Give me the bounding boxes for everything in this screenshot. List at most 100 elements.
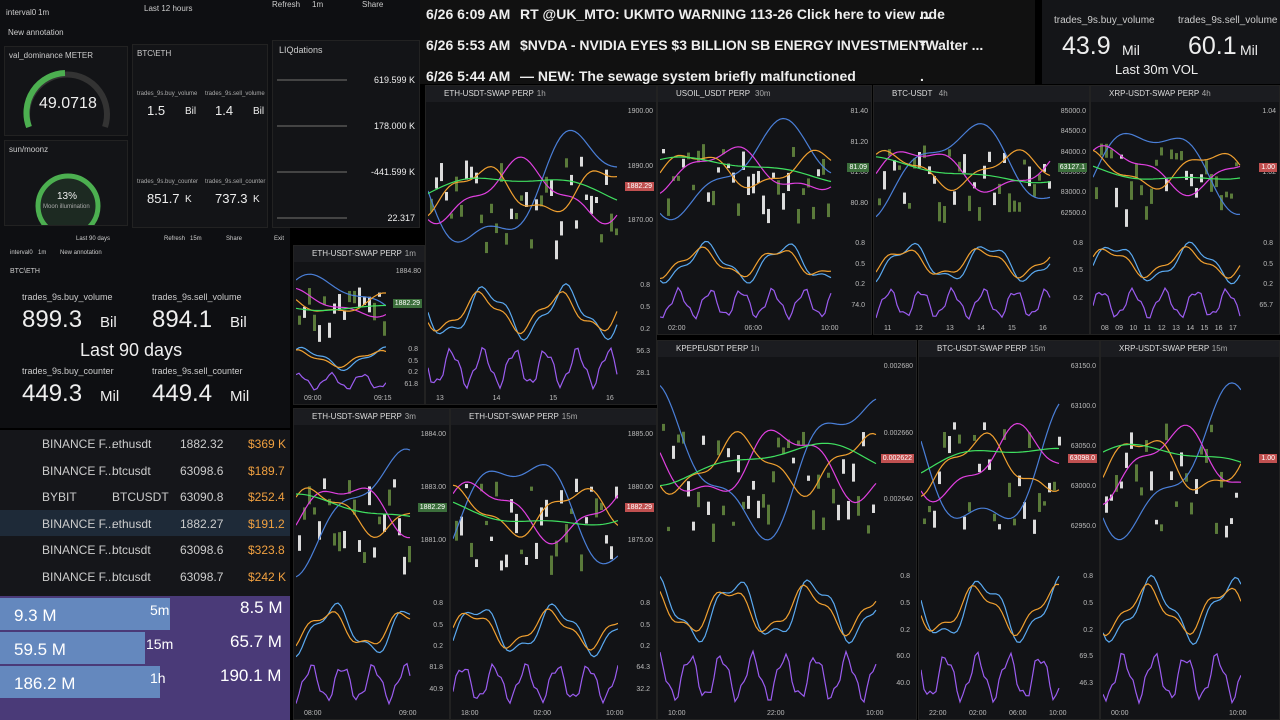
candle (505, 554, 508, 568)
candle (687, 152, 690, 160)
candle (403, 556, 406, 575)
y-tick-label: 1884.80 (395, 268, 421, 275)
candle (903, 192, 906, 204)
candle (1180, 452, 1183, 467)
indicator-line (921, 575, 1060, 643)
candle (687, 481, 690, 497)
indicator-line (428, 129, 618, 243)
candle (948, 149, 951, 157)
x-tick-label: 14 (1186, 325, 1195, 332)
candle (958, 161, 961, 172)
buy-volume: 186.2 M (14, 674, 76, 693)
candle (500, 163, 503, 182)
candle (978, 207, 981, 221)
stat-value: 449.4 (152, 380, 213, 407)
candle (692, 184, 695, 191)
candle (712, 523, 715, 542)
indicator-line (1093, 245, 1241, 279)
plot (921, 403, 1061, 534)
toolbar-item[interactable]: Last 12 hours (144, 4, 193, 13)
toolbar-item[interactable]: Refresh (164, 236, 186, 242)
table-cell: 1882.32 (180, 437, 224, 451)
indicator-line (453, 662, 618, 705)
stat-caption: Last 90 days (80, 340, 183, 360)
indicator-line (296, 602, 411, 658)
toolbar-item[interactable]: 15m (190, 236, 202, 242)
x-tick-label: 22:00 (929, 710, 947, 717)
plot (921, 575, 1060, 643)
candle (1190, 173, 1193, 187)
price-tag: 63127.1 (1057, 163, 1087, 173)
sub-tick-label: 0.8 (855, 240, 865, 247)
chart-panel: KPEPEUSDT PERP 1h 0.002680 0.002660 0.002640… (657, 340, 917, 720)
candle (742, 151, 745, 170)
candle (585, 517, 588, 524)
candle (943, 432, 946, 448)
chart-header: ETH-USDT-SWAP PERP 1h (426, 86, 656, 102)
chart-interval: 3m (404, 412, 416, 421)
sub-tick-label: 0.2 (855, 281, 865, 288)
candle (878, 198, 881, 206)
news-text: — NEW: The sewage system briefly malfunc… (520, 68, 856, 84)
candle (515, 513, 518, 534)
toolbar-item[interactable]: Exit (274, 236, 285, 242)
candle (1140, 487, 1143, 496)
toolbar-item[interactable]: Last 90 days (76, 236, 111, 242)
y-tick-label: 80.80 (850, 199, 868, 207)
indicator-line (296, 287, 386, 318)
candle (323, 478, 326, 490)
table-cell: 63098.7 (180, 569, 224, 584)
x-tick-label: 13 (436, 395, 444, 402)
candle (667, 198, 670, 216)
toolbar-item: interval0 (6, 8, 37, 17)
plot (1103, 574, 1241, 646)
sub-tick-label: 0.8 (1083, 573, 1093, 580)
table-cell: BINANCE F... (42, 569, 115, 584)
candle (1235, 492, 1238, 498)
toolbar-item[interactable]: New annotation (8, 28, 64, 37)
chart-symbol: KPEPEUSDT PERP (676, 344, 749, 353)
chart-interval: 4h (938, 89, 948, 98)
table-cell: 63098.6 (180, 543, 224, 557)
gauge-label: Moon illumination (43, 204, 90, 210)
candle (742, 501, 745, 510)
plot (296, 662, 411, 706)
news-tail: nde (920, 6, 945, 22)
candle (1135, 464, 1138, 482)
candle (585, 194, 588, 201)
sub-tick-label: 0.5 (408, 357, 418, 365)
sub-tick-label: 0.8 (1073, 240, 1083, 247)
candle (358, 287, 361, 308)
candle (732, 521, 735, 526)
candle (378, 516, 381, 525)
indicator-line (428, 282, 618, 341)
indicator-line (296, 448, 411, 578)
candle (520, 549, 523, 555)
chart-interval: 15m (1029, 344, 1046, 353)
indicator-line (660, 156, 832, 183)
toolbar-item[interactable]: Refresh (272, 0, 301, 9)
buy-volume: 59.5 M (14, 640, 66, 659)
price-tag: 1.00 (1259, 163, 1277, 173)
candle (752, 480, 755, 490)
toolbar-item[interactable]: Share (226, 236, 243, 242)
candle (560, 490, 563, 504)
candle (898, 165, 901, 170)
stat-label: trades_9s.sell_volume (205, 91, 265, 97)
candle (1130, 432, 1133, 449)
table-cell: BYBIT (42, 490, 77, 504)
candle (702, 144, 705, 161)
toolbar-item[interactable]: New annotation (60, 250, 102, 256)
liq-bar (277, 217, 347, 219)
candle (1058, 436, 1061, 446)
candle (1165, 178, 1168, 192)
toolbar-item[interactable]: Share (362, 0, 384, 9)
candle (1140, 185, 1143, 196)
candle (938, 202, 941, 222)
x-tick-label: 15 (1008, 325, 1016, 332)
toolbar-item[interactable]: 1m (312, 0, 324, 9)
candle (615, 228, 618, 236)
plot (660, 240, 832, 284)
candle (928, 505, 931, 513)
